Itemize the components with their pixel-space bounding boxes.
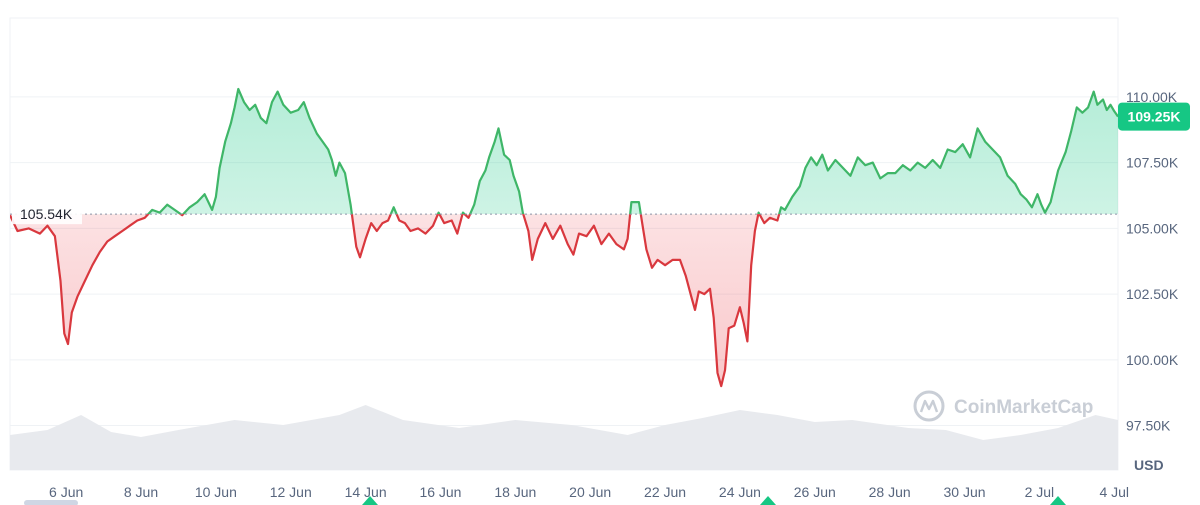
coinmarketcap-watermark: CoinMarketCap bbox=[913, 390, 1093, 422]
current-price-label: 109.25K bbox=[1128, 109, 1181, 125]
y-axis: 110.00K 107.50K 105.00K 102.50K 100.00K 97.50… bbox=[1126, 89, 1179, 434]
x-tick-label: 16 Jun bbox=[419, 484, 461, 500]
x-tick-label: 18 Jun bbox=[494, 484, 536, 500]
x-tick-label: 10 Jun bbox=[195, 484, 237, 500]
event-marker-icon[interactable] bbox=[760, 496, 776, 505]
grid-lines bbox=[10, 96, 1118, 427]
volume-bars bbox=[10, 405, 1118, 470]
plot-frame bbox=[9, 17, 1119, 471]
y-tick-label: 110.00K bbox=[1126, 89, 1178, 105]
x-tick-label: 30 Jun bbox=[944, 484, 986, 500]
y-tick-label: 105.00K bbox=[1126, 220, 1179, 236]
x-tick-label: 8 Jun bbox=[124, 484, 158, 500]
y-tick-label: 100.00K bbox=[1126, 352, 1179, 368]
x-axis: 6 Jun 8 Jun 10 Jun 12 Jun 14 Jun 16 Jun 18 Jun… bbox=[49, 484, 1129, 500]
y-tick-label: 102.50K bbox=[1126, 286, 1179, 302]
x-tick-label: 26 Jun bbox=[794, 484, 836, 500]
price-area-below bbox=[10, 214, 780, 387]
coinmarketcap-logo-mark bbox=[919, 399, 939, 413]
x-tick-label: 2 Jul bbox=[1025, 484, 1055, 500]
range-scroll-handle[interactable] bbox=[24, 500, 78, 505]
x-tick-label: 6 Jun bbox=[49, 484, 83, 500]
x-tick-label: 20 Jun bbox=[569, 484, 611, 500]
price-line-down[interactable] bbox=[10, 89, 1118, 388]
volume-area bbox=[10, 405, 1118, 470]
price-area-above bbox=[10, 89, 1118, 215]
watermark-text: CoinMarketCap bbox=[954, 397, 1093, 418]
x-tick-label: 22 Jun bbox=[644, 484, 686, 500]
price-line-up[interactable] bbox=[10, 87, 1118, 386]
y-tick-label: 97.50K bbox=[1126, 418, 1171, 434]
current-price-badge-bg bbox=[1118, 102, 1190, 131]
price-area bbox=[10, 89, 1118, 387]
event-marker-icon[interactable] bbox=[1050, 496, 1066, 505]
x-tick-label: 24 Jun bbox=[719, 484, 761, 500]
x-tick-label: 4 Jul bbox=[1099, 484, 1129, 500]
current-price-badge: 109.25K bbox=[1118, 102, 1190, 131]
x-tick-label: 12 Jun bbox=[270, 484, 312, 500]
coinmarketcap-logo-icon bbox=[913, 390, 945, 422]
event-marker-icon[interactable] bbox=[362, 496, 378, 505]
y-tick-label: 107.50K bbox=[1126, 155, 1179, 171]
currency-unit-label: USD bbox=[1134, 457, 1164, 473]
x-tick-label: 28 Jun bbox=[869, 484, 911, 500]
price-line[interactable] bbox=[10, 87, 1118, 388]
reference-price-label-bg bbox=[12, 204, 82, 225]
reference-price-label: 105.54K bbox=[20, 206, 73, 222]
x-tick-label: 14 Jun bbox=[345, 484, 387, 500]
